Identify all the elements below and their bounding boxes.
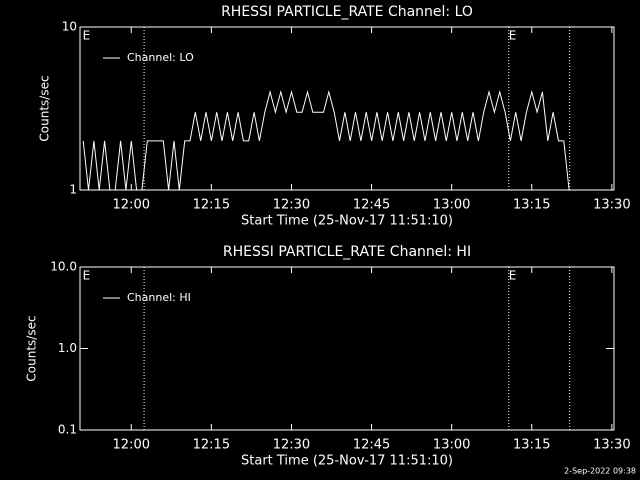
x-tick-label: 13:00 [433,438,470,453]
x-tick-label: 12:15 [193,438,230,453]
legend-label: Channel: LO [127,51,194,64]
legend-label: Channel: HI [127,291,191,304]
x-tick-label: 12:00 [113,438,150,453]
y-axis-label: Counts/sec [25,315,39,381]
x-tick-label: 12:30 [273,438,310,453]
x-tick-label: 13:15 [513,198,550,213]
x-tick-label: 13:00 [433,198,470,213]
plot-frame [79,26,615,191]
footer-date: 2-Sep-2022 09:38 [564,467,636,476]
y-tick-label: 1.0 [58,341,77,355]
chart-title: RHESSI PARTICLE_RATE Channel: LO [221,4,473,20]
data-line [82,89,570,191]
annotation: E [509,269,517,283]
x-tick-label: 13:30 [593,438,630,453]
y-tick-label: 10.0 [50,260,77,274]
y-axis-label: Counts/sec [38,75,52,141]
y-tick-label: 0.1 [58,423,77,437]
x-tick-label: 12:30 [273,198,310,213]
x-tick-label: 13:30 [593,198,630,213]
x-tick-label: 13:15 [513,438,550,453]
x-tick-label: 12:45 [353,438,390,453]
x-axis-label: Start Time (25-Nov-17 11:51:10) [241,454,453,469]
x-tick-label: 12:15 [193,198,230,213]
x-tick-label: 12:00 [113,198,150,213]
annotation: E [509,29,517,43]
x-axis-label: Start Time (25-Nov-17 11:51:10) [241,214,453,229]
y-tick-label: 10 [62,20,77,34]
annotation: E [83,29,91,43]
x-tick-label: 12:45 [353,198,390,213]
annotation: E [83,269,91,283]
chart-title: RHESSI PARTICLE_RATE Channel: HI [223,244,471,260]
y-tick-label: 1 [69,183,77,197]
